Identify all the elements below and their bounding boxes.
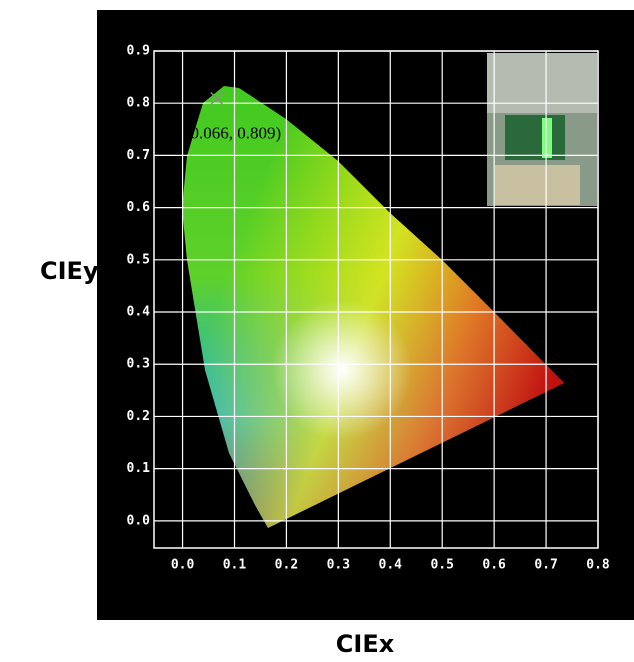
y-tick-label: 0.2 xyxy=(127,409,150,424)
y-tick-label: 0.6 xyxy=(127,200,151,215)
chart: CIEy CIEx 0.0 0.1 0.2 0.3 0.4 0.5 0.6 0.7 0.8 0.0… xyxy=(0,0,634,662)
y-tick-label: 0.1 xyxy=(127,461,151,476)
y-tick-label: 0.8 xyxy=(127,96,151,111)
x-tick-label: 0.2 xyxy=(275,558,298,573)
y-tick-label: 0.4 xyxy=(127,305,151,320)
x-tick-label: 0.4 xyxy=(379,558,403,573)
inset-photo xyxy=(487,53,597,206)
x-tick-label: 0.0 xyxy=(171,558,195,573)
x-tick-label: 0.3 xyxy=(327,558,350,573)
x-tick-label: 0.5 xyxy=(430,558,453,573)
y-tick-label: 0.9 xyxy=(127,44,150,59)
y-tick-label: 0.7 xyxy=(127,148,150,163)
y-tick-label: 0.0 xyxy=(127,513,151,528)
x-tick-label: 0.8 xyxy=(586,558,610,573)
y-axis-label: CIEy xyxy=(40,257,99,285)
y-tick-label: 0.3 xyxy=(127,357,150,372)
annotation: (0.066, 0.809) xyxy=(185,123,281,142)
x-tick-label: 0.1 xyxy=(223,558,247,573)
x-axis-label: CIEx xyxy=(336,630,395,658)
x-tick-label: 0.6 xyxy=(482,558,506,573)
x-tick-label: 0.7 xyxy=(534,558,557,573)
y-tick-label: 0.5 xyxy=(127,252,150,267)
